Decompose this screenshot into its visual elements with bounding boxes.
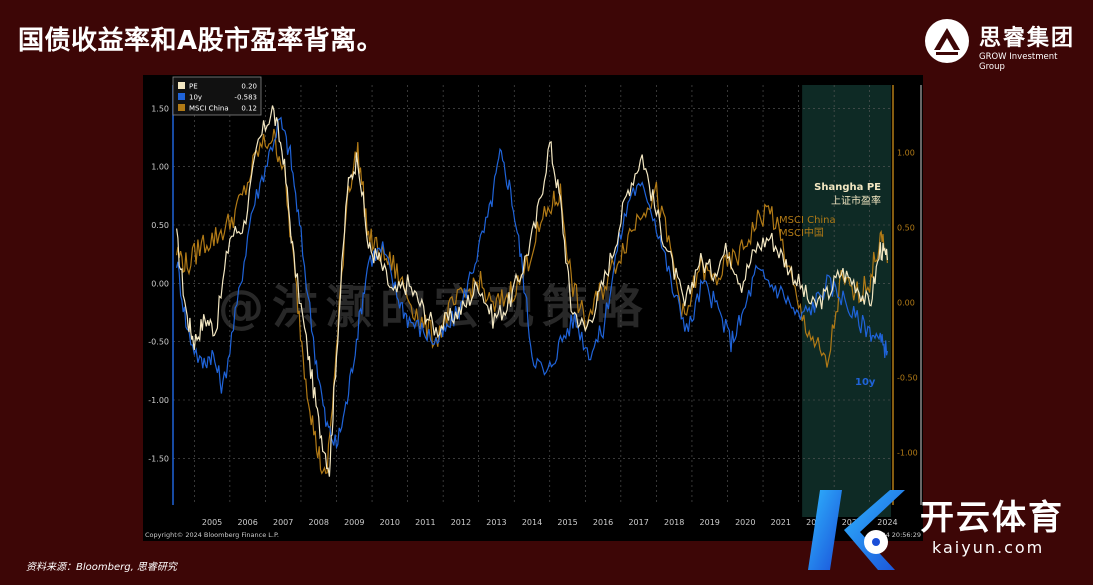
timestamp-text: …2024 20:56:29: [867, 531, 921, 539]
legend-swatch-10y: [178, 93, 185, 100]
x-tick-label: 2024: [877, 518, 897, 527]
x-tick-label: 2023: [842, 518, 862, 527]
x-tick-label: 2007: [273, 518, 293, 527]
series-line-10y: [176, 116, 888, 450]
x-tick-label: 2012: [451, 518, 471, 527]
x-tick-label: 2013: [486, 518, 506, 527]
x-tick-label: 2015: [557, 518, 577, 527]
right-tick-label: 0.00: [897, 299, 915, 308]
line-chart: 2005 2006 2007 2008 2009 2010 2011 2012 2013 2014…: [145, 76, 946, 539]
company-logo: 思睿集团 GROW Investment Group: [924, 18, 1084, 72]
legend-label-msci: MSCI China: [189, 105, 229, 113]
right-tick-label: -0.50: [897, 374, 918, 383]
x-tick-label: 2020: [735, 518, 755, 527]
annotation-msci-cn: MSCI中国: [779, 226, 824, 239]
right-tick-labels: 1.00 0.50 0.00 -0.50 -1.00: [897, 149, 918, 458]
series-line-pe: [176, 105, 888, 477]
right-tick-label: 0.50: [897, 224, 915, 233]
legend-label-10y: 10y: [189, 94, 202, 102]
chart-panel: 2005 2006 2007 2008 2009 2010 2011 2012 2013 2014…: [143, 75, 946, 541]
logo-mark-icon: [925, 19, 969, 63]
x-tick-label: 2014: [522, 518, 542, 527]
grid-lines: [173, 85, 891, 505]
x-tick-label: 2005: [202, 518, 222, 527]
site-watermark: 开云体育 kaiyun.com: [800, 480, 1090, 580]
x-tick-label: 2018: [664, 518, 684, 527]
annotation-shanghai-pe-cn: 上证市盈率: [831, 194, 881, 207]
annotation-msci: MSCI China: [779, 215, 836, 226]
x-tick-label: 2019: [700, 518, 720, 527]
left-tick-labels: 1.50 1.00 0.50 0.00 -0.50 -1.00 -1.50: [148, 104, 169, 463]
x-tick-label: 2010: [380, 518, 400, 527]
x-tick-label: 2011: [415, 518, 435, 527]
x-tick-label: 2009: [344, 518, 364, 527]
annotation-shanghai-pe: Shangha PE: [814, 182, 881, 193]
x-tick-label: 2008: [309, 518, 329, 527]
slide-title: 国债收益率和A股市盈率背离。: [18, 26, 384, 56]
x-tick-label: 2021: [771, 518, 791, 527]
annotation-10y: 10y: [855, 377, 876, 388]
x-tick-label: 2006: [237, 518, 257, 527]
legend-value-msci: 0.12: [241, 105, 257, 113]
legend: PE 0.20 10y -0.583 MSCI China 0.12: [172, 76, 262, 116]
left-tick-label: 0.00: [151, 279, 169, 288]
source-note: 资料来源：Bloomberg, 思睿研究: [26, 562, 177, 573]
kaiyun-logo-icon: [808, 490, 905, 570]
legend-label-pe: PE: [189, 83, 198, 91]
legend-swatch-pe: [178, 82, 185, 89]
left-tick-label: -1.00: [148, 396, 169, 405]
left-tick-label: 1.50: [151, 104, 169, 113]
x-tick-label: 2017: [628, 518, 648, 527]
legend-swatch-msci: [178, 104, 185, 111]
shaded-region: [802, 85, 891, 517]
x-tick-label: 2016: [593, 518, 613, 527]
watermark-cn: 开云体育: [920, 498, 1064, 538]
left-tick-label: 0.50: [151, 221, 169, 230]
watermark-en: kaiyun.com: [932, 538, 1045, 557]
right-tick-label: 1.00: [897, 149, 915, 158]
logo-chinese-name: 思睿集团: [979, 26, 1076, 51]
legend-value-10y: -0.583: [234, 94, 257, 102]
left-tick-label: -1.50: [148, 454, 169, 463]
legend-value-pe: 0.20: [241, 83, 257, 91]
left-tick-label: -0.50: [148, 338, 169, 347]
x-tick-labels: 2005 2006 2007 2008 2009 2010 2011 2012 2013 2014…: [202, 518, 898, 527]
logo-english-name: GROW Investment Group: [979, 52, 1058, 72]
left-tick-label: 1.00: [151, 163, 169, 172]
copyright-text: Copyright© 2024 Bloomberg Finance L.P.: [145, 531, 279, 539]
right-tick-label: -1.00: [897, 449, 918, 458]
